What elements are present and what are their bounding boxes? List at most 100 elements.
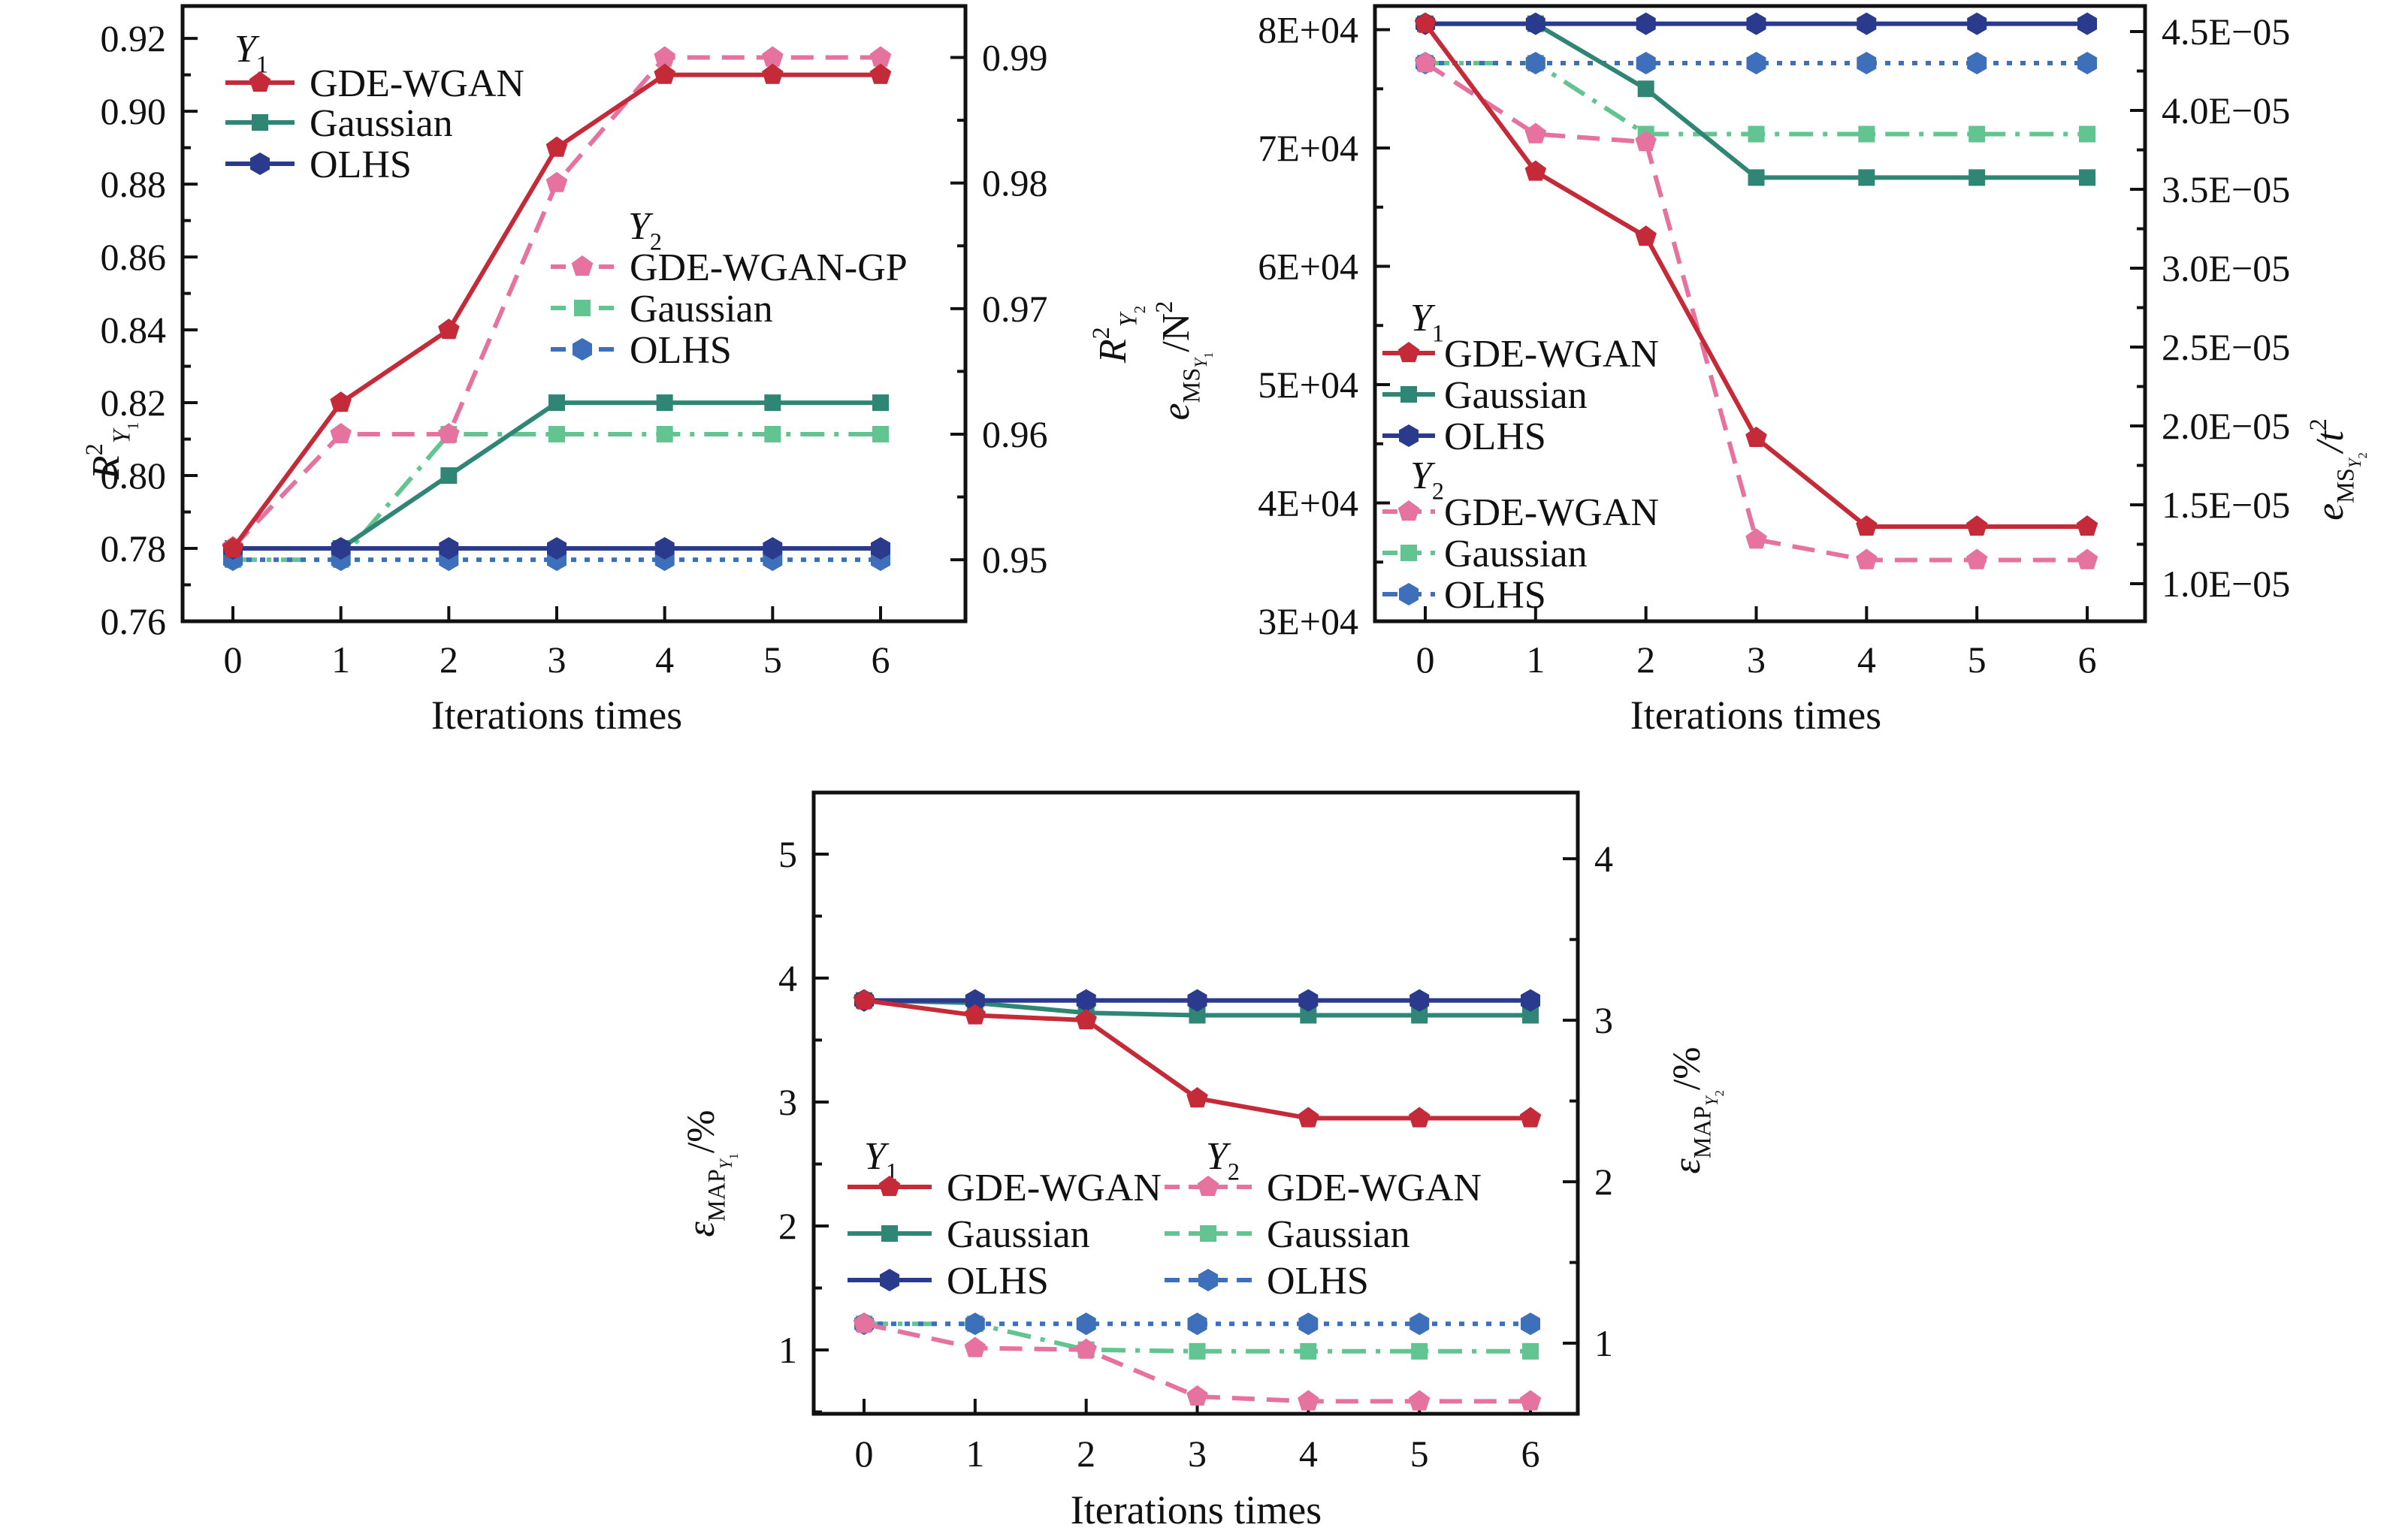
marker-hexagon bbox=[1525, 52, 1545, 74]
marker-hexagon bbox=[965, 1312, 985, 1336]
marker-hexagon bbox=[250, 152, 270, 175]
marker-pentagon bbox=[2076, 515, 2098, 536]
marker-pentagon bbox=[1397, 500, 1420, 521]
marker-hexagon bbox=[1410, 1312, 1430, 1336]
marker-hexagon bbox=[1525, 12, 1545, 35]
marker-hexagon bbox=[1857, 52, 1877, 74]
x-tick-label: 4 bbox=[655, 639, 674, 681]
marker-hexagon bbox=[1187, 1312, 1207, 1336]
marker-square bbox=[1858, 169, 1875, 186]
y-tick-label: 0.76 bbox=[101, 600, 167, 642]
legend-label: GDE-WGAN bbox=[310, 62, 524, 105]
series-y1-olhs bbox=[1416, 12, 2097, 35]
legend-label: GDE-WGAN bbox=[1444, 333, 1659, 376]
series-y2-wgan bbox=[1414, 52, 2098, 569]
legend-title: Y2 bbox=[1410, 454, 1444, 505]
marker-hexagon bbox=[1521, 1312, 1540, 1336]
x-tick-label: 2 bbox=[1636, 639, 1655, 681]
marker-pentagon bbox=[1408, 1107, 1431, 1128]
y-tick-label: 0.98 bbox=[982, 162, 1048, 204]
y-tick-label: 1.0E−05 bbox=[2162, 563, 2290, 605]
x-axis: 0 1 2 3 4 5 6 Iterations times bbox=[1416, 606, 2097, 738]
marker-pentagon bbox=[853, 989, 875, 1010]
legend-label: OLHS bbox=[947, 1260, 1049, 1303]
y-tick-label: 3 bbox=[778, 1081, 797, 1123]
marker-square bbox=[656, 425, 673, 442]
legend-item-y1-wgan: GDE-WGAN bbox=[225, 62, 524, 105]
series-y1-wgan bbox=[853, 989, 1542, 1128]
marker-pentagon bbox=[762, 46, 784, 67]
y-axis-right: 1 2 3 4 εMAPY2/% bbox=[1563, 838, 1727, 1364]
plot-box bbox=[1373, 4, 2147, 624]
x-tick-label: 6 bbox=[2078, 639, 2097, 681]
marker-square bbox=[1748, 169, 1765, 186]
marker-square bbox=[1522, 1342, 1539, 1360]
legend-label: Gaussian bbox=[1444, 374, 1588, 417]
legend-item-y1-olhs: OLHS bbox=[1382, 415, 1546, 458]
y-tick-label: 0.99 bbox=[982, 37, 1048, 79]
marker-hexagon bbox=[1410, 989, 1430, 1012]
marker-square bbox=[881, 1225, 898, 1242]
legend-item-y2-wgan: GDE-WGAN bbox=[1382, 491, 1659, 534]
marker-hexagon bbox=[1746, 52, 1766, 74]
legend-title: Y1 bbox=[234, 28, 268, 78]
marker-hexagon bbox=[2077, 12, 2097, 35]
x-tick-label: 5 bbox=[1968, 639, 1987, 681]
y-tick-label: 0.97 bbox=[982, 288, 1048, 330]
marker-square bbox=[1522, 1007, 1539, 1024]
marker-pentagon bbox=[1186, 1385, 1208, 1406]
x-tick-label: 0 bbox=[855, 1433, 874, 1475]
legend-label: OLHS bbox=[1267, 1260, 1369, 1303]
marker-hexagon bbox=[1967, 12, 1987, 35]
marker-pentagon bbox=[878, 1176, 901, 1197]
y-tick-label: 1.5E−05 bbox=[2162, 484, 2290, 526]
legend-item-y2-gauss: Gaussian bbox=[1382, 533, 1588, 575]
legend-item-y1-wgan: GDE-WGAN bbox=[1382, 333, 1659, 376]
marker-square bbox=[548, 394, 565, 412]
marker-pentagon bbox=[1519, 1390, 1542, 1411]
marker-pentagon bbox=[1186, 1087, 1208, 1108]
legend-label: GDE-WGAN-GP bbox=[630, 246, 908, 289]
y-tick-label: 4.0E−05 bbox=[2162, 89, 2290, 131]
y-tick-label: 3.0E−05 bbox=[2162, 247, 2290, 289]
marker-hexagon bbox=[1187, 989, 1207, 1012]
marker-square bbox=[1637, 80, 1654, 98]
marker-pentagon bbox=[964, 1336, 986, 1357]
series-y1-olhs bbox=[854, 989, 1540, 1012]
x-tick-label: 4 bbox=[1299, 1433, 1318, 1475]
y-axis-title-right: R2Y2 bbox=[1087, 306, 1149, 364]
marker-pentagon bbox=[1298, 1107, 1319, 1128]
legend-item-y1-gauss: Gaussian bbox=[1382, 374, 1588, 417]
marker-square bbox=[1968, 125, 1986, 143]
legend-label: OLHS bbox=[1444, 574, 1546, 617]
marker-square bbox=[1400, 386, 1417, 403]
y-axis-left: 3E+04 4E+04 5E+04 6E+04 7E+04 8E+04 eMSY1/N2 bbox=[1150, 9, 1390, 642]
y-tick-label: 5E+04 bbox=[1258, 364, 1358, 406]
y-tick-label: 3 bbox=[1594, 999, 1613, 1041]
x-axis-title: Iterations times bbox=[431, 693, 682, 738]
marker-pentagon bbox=[853, 1312, 875, 1333]
marker-hexagon bbox=[654, 537, 675, 560]
marker-square bbox=[764, 425, 781, 442]
marker-pentagon bbox=[1408, 1390, 1431, 1411]
marker-pentagon bbox=[545, 136, 568, 157]
y-axis-title-left: εMAPY1/% bbox=[680, 1110, 741, 1237]
legend-item-y1-olhs: OLHS bbox=[848, 1260, 1049, 1303]
y-tick-label: 5 bbox=[778, 833, 797, 875]
legend-label: GDE-WGAN bbox=[947, 1167, 1162, 1209]
marker-square bbox=[1189, 1007, 1206, 1024]
y-tick-label: 0.92 bbox=[101, 17, 167, 59]
marker-pentagon bbox=[545, 171, 568, 192]
marker-pentagon bbox=[1197, 1176, 1219, 1197]
legend-label: Gaussian bbox=[1267, 1213, 1410, 1256]
marker-pentagon bbox=[1075, 1009, 1097, 1030]
marker-square bbox=[548, 425, 565, 442]
y-tick-label: 4E+04 bbox=[1258, 482, 1358, 524]
marker-square bbox=[872, 394, 889, 412]
x-tick-label: 4 bbox=[1857, 639, 1876, 681]
marker-square bbox=[1748, 125, 1765, 143]
marker-square bbox=[1411, 1342, 1428, 1360]
